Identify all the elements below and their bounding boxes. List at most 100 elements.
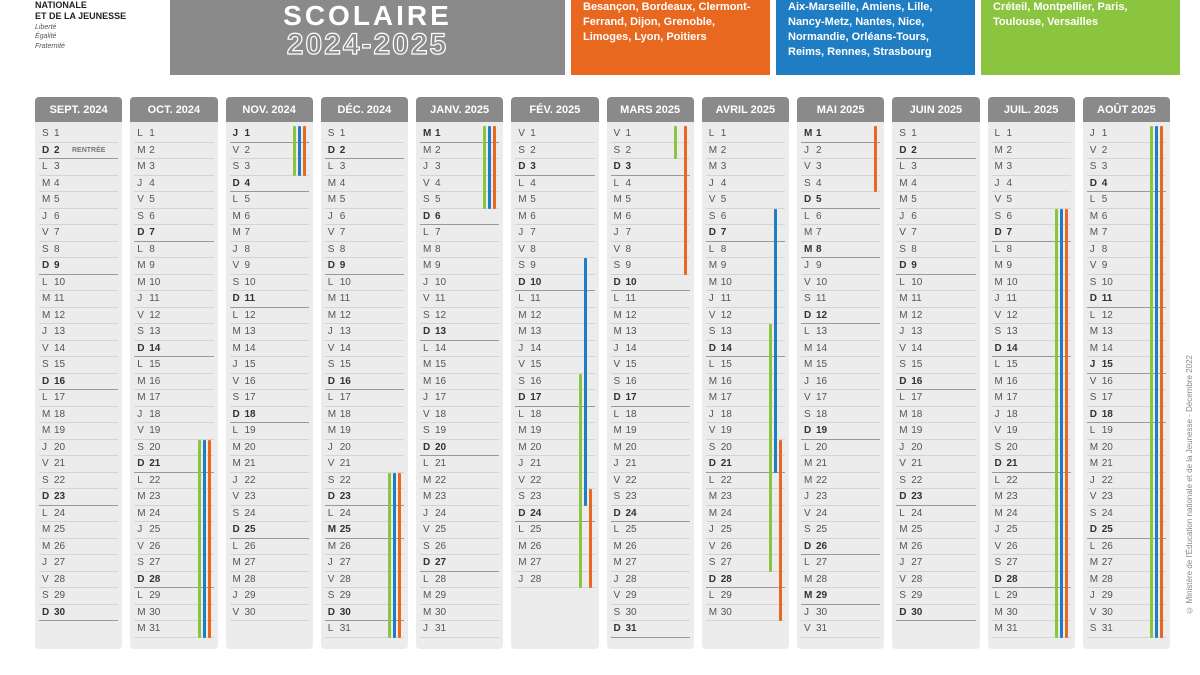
day-number: 9 xyxy=(245,260,261,271)
day-row: V7 xyxy=(325,225,404,242)
day-dow: D xyxy=(233,178,245,189)
day-number: 13 xyxy=(626,326,642,337)
day-number: 14 xyxy=(530,343,546,354)
day-number: 13 xyxy=(149,326,165,337)
day-row: V28 xyxy=(325,572,404,589)
day-number: 19 xyxy=(245,425,261,436)
day-row: M9 xyxy=(992,258,1071,275)
day-row: M25 xyxy=(896,522,975,539)
day-row: S24 xyxy=(1087,506,1166,523)
day-dow: V xyxy=(804,392,816,403)
day-row: V12 xyxy=(706,308,785,325)
day-row: M19 xyxy=(896,423,975,440)
day-dow: S xyxy=(233,277,245,288)
day-number: 6 xyxy=(530,211,546,222)
day-row: L5 xyxy=(1087,192,1166,209)
day-dow: D xyxy=(899,145,911,156)
day-dow: L xyxy=(614,409,626,420)
day-row: M20 xyxy=(611,440,690,457)
day-dow: M xyxy=(518,442,530,453)
day-dow: L xyxy=(42,161,54,172)
day-dow: V xyxy=(233,376,245,387)
day-number: 20 xyxy=(530,442,546,453)
month-body: L1M2M3J4V5S6D7L8M9M10J11V12S13D14L15M16M… xyxy=(130,122,217,649)
day-number: 15 xyxy=(911,359,927,370)
day-dow: L xyxy=(1090,425,1102,436)
day-number: 26 xyxy=(340,541,356,552)
day-number: 30 xyxy=(435,607,451,618)
day-dow: S xyxy=(1090,277,1102,288)
month-header: DÉC. 2024 xyxy=(321,97,408,122)
day-row: D2 xyxy=(896,143,975,160)
day-dow: L xyxy=(709,590,721,601)
day-number: 21 xyxy=(721,458,737,469)
day-dow: D xyxy=(709,458,721,469)
day-number: 26 xyxy=(530,541,546,552)
day-row: L17 xyxy=(39,390,118,407)
day-number: 7 xyxy=(340,227,356,238)
day-dow: V xyxy=(804,161,816,172)
day-number: 3 xyxy=(721,161,737,172)
month-column: MARS 2025V1S2D3L4M5M6J7V8S9D10L11M12M13J… xyxy=(607,97,694,649)
day-number: 15 xyxy=(340,359,356,370)
day-row: M4 xyxy=(896,176,975,193)
day-row: S6 xyxy=(992,209,1071,226)
day-number: 20 xyxy=(1102,442,1118,453)
day-dow: V xyxy=(137,541,149,552)
day-row: V9 xyxy=(1087,258,1166,275)
zone-c-text: Créteil, Montpellier, Paris, Toulouse, V… xyxy=(993,1,1128,28)
logo-motto2: Égalité xyxy=(35,33,170,41)
day-dow: L xyxy=(804,442,816,453)
day-number: 16 xyxy=(340,376,356,387)
day-row: M28 xyxy=(230,572,309,589)
day-row: S17 xyxy=(1087,390,1166,407)
day-number: 18 xyxy=(530,409,546,420)
day-row: V22 xyxy=(611,473,690,490)
day-dow: D xyxy=(328,491,340,502)
day-dow: L xyxy=(518,524,530,535)
day-number: 5 xyxy=(1102,194,1118,205)
day-dow: D xyxy=(709,574,721,585)
day-dow: J xyxy=(42,557,54,568)
day-number: 11 xyxy=(245,293,261,304)
day-row: M30 xyxy=(992,605,1071,622)
day-row: M22 xyxy=(420,473,499,490)
day-dow: L xyxy=(995,244,1007,255)
day-number: 14 xyxy=(1102,343,1118,354)
day-row: L14 xyxy=(420,341,499,358)
day-dow: V xyxy=(1090,376,1102,387)
day-dow: J xyxy=(233,475,245,486)
day-number: 26 xyxy=(626,541,642,552)
day-number: 13 xyxy=(1102,326,1118,337)
day-row: L26 xyxy=(1087,539,1166,556)
day-dow: V xyxy=(518,128,530,139)
day-dow: L xyxy=(614,524,626,535)
day-dow: L xyxy=(137,475,149,486)
day-dow: V xyxy=(233,491,245,502)
day-dow: S xyxy=(42,590,54,601)
day-row: V26 xyxy=(706,539,785,556)
day-row: D23 xyxy=(325,489,404,506)
day-number: 13 xyxy=(530,326,546,337)
day-dow: S xyxy=(995,442,1007,453)
day-number: 7 xyxy=(530,227,546,238)
title-line2: 2024-2025 xyxy=(180,28,555,62)
day-number: 29 xyxy=(1102,590,1118,601)
day-row: M13 xyxy=(230,324,309,341)
day-number: 6 xyxy=(54,211,70,222)
day-number: 25 xyxy=(435,524,451,535)
day-dow: D xyxy=(42,491,54,502)
day-number: 23 xyxy=(435,491,451,502)
day-row: D7 xyxy=(706,225,785,242)
day-number: 2 xyxy=(1007,145,1023,156)
month-column: OCT. 2024L1M2M3J4V5S6D7L8M9M10J11V12S13D… xyxy=(130,97,217,649)
day-row: S1 xyxy=(39,126,118,143)
day-number: 19 xyxy=(149,425,165,436)
day-row: M21 xyxy=(801,456,880,473)
day-dow: D xyxy=(42,607,54,618)
day-number: 24 xyxy=(245,508,261,519)
day-row: D11 xyxy=(1087,291,1166,308)
day-dow: M xyxy=(233,574,245,585)
day-dow: V xyxy=(899,227,911,238)
day-number: 8 xyxy=(721,244,737,255)
